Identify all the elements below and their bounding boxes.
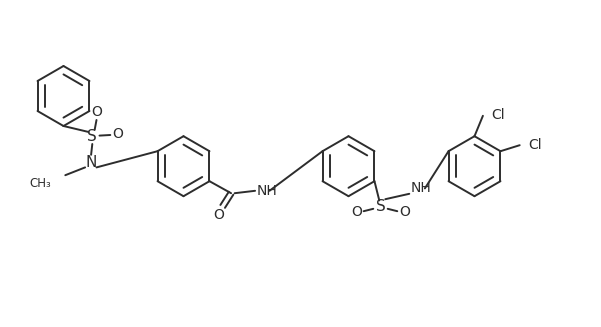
Text: NH: NH [410,181,432,196]
Text: S: S [87,129,97,144]
Text: NH: NH [256,184,277,198]
Text: O: O [213,208,225,222]
Text: O: O [112,128,123,141]
Text: Cl: Cl [528,138,542,152]
Text: O: O [351,205,362,219]
Text: N: N [85,154,97,169]
Text: Cl: Cl [491,108,505,122]
Text: CH₃: CH₃ [30,177,52,190]
Text: O: O [92,105,103,119]
Text: S: S [376,199,385,214]
Text: O: O [399,205,410,219]
